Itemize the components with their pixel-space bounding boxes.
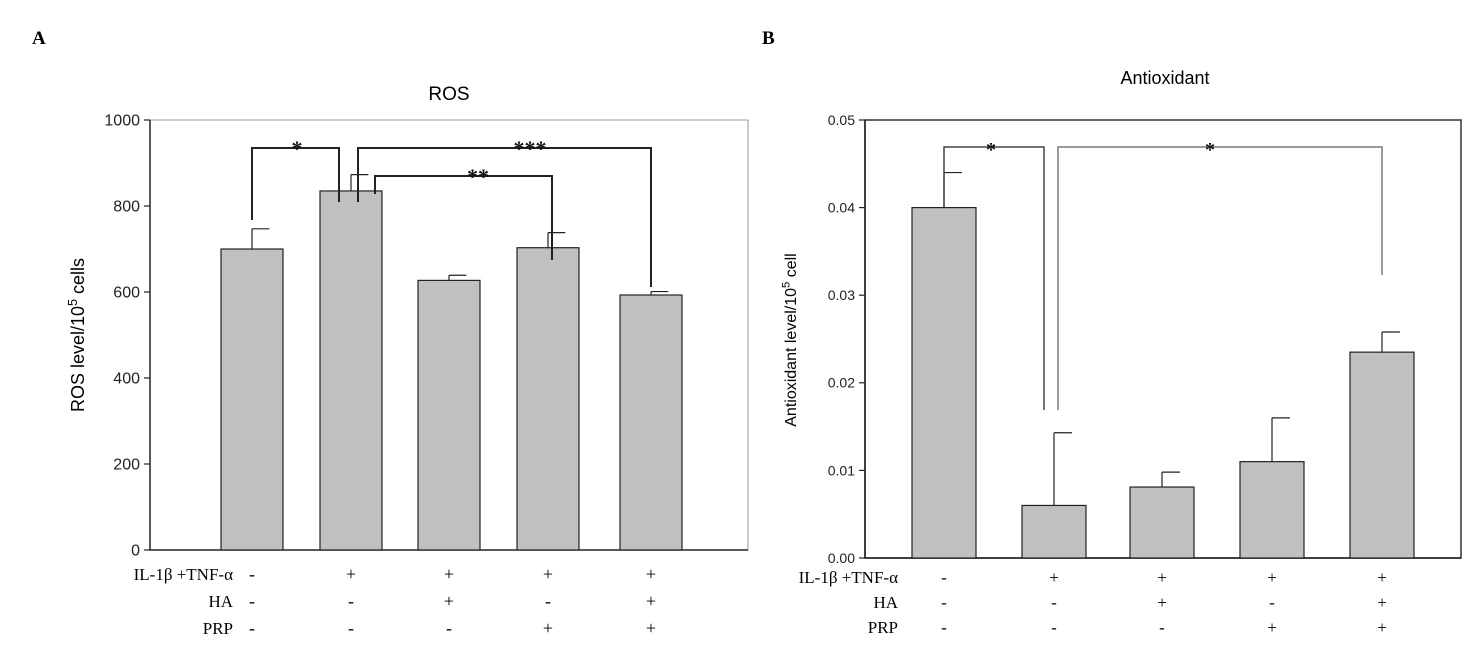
significance-label: ** (467, 164, 489, 189)
significance-bracket (251, 147, 340, 220)
condition-mark: - (348, 618, 354, 638)
significance-label: *** (514, 136, 547, 161)
significance-bracket (357, 147, 652, 287)
y-axis-label-superscript: 5 (781, 282, 793, 288)
y-tick-label: 0.00 (828, 550, 855, 566)
bar (1239, 461, 1305, 559)
condition-mark: + (543, 564, 553, 584)
bar (619, 294, 683, 551)
chart-title: ROS (428, 84, 469, 105)
condition-mark: - (249, 591, 255, 611)
condition-mark: + (1157, 593, 1167, 612)
bar (220, 248, 284, 551)
y-axis-label-main: ROS level/10 (68, 306, 88, 412)
chart-title: Antioxidant (1120, 68, 1209, 88)
condition-mark: - (941, 618, 947, 637)
y-tick-label: 0.03 (828, 287, 855, 303)
antioxidant-chart: 0.00 0.01 0.02 0.03 0.04 0.05 Antioxidant Antio… (781, 68, 1462, 637)
condition-mark: - (249, 564, 255, 584)
y-axis-label-main: Antioxidant level/10 (783, 288, 800, 427)
treatment-row-label: HA (208, 592, 233, 611)
bar (1349, 351, 1415, 559)
condition-mark: - (1269, 593, 1275, 612)
significance-label: * (292, 136, 303, 161)
y-tick-label: 600 (113, 285, 140, 302)
condition-mark: - (348, 591, 354, 611)
y-tick-label: 200 (113, 457, 140, 474)
condition-mark: - (941, 593, 947, 612)
y-tick-label: 0.05 (828, 112, 855, 128)
bar (1129, 486, 1195, 559)
y-tick-label: 0.02 (828, 375, 855, 391)
condition-mark: + (1049, 568, 1059, 587)
y-axis-label: ROS level/105 cells (66, 258, 88, 412)
y-axis-label-unit: cells (68, 258, 88, 299)
bar (417, 279, 481, 551)
panel-b-letter: B (762, 28, 775, 49)
y-tick-label: 800 (113, 199, 140, 216)
y-axis-label-unit: cell (783, 253, 800, 281)
y-tick-label: 0 (131, 543, 140, 560)
condition-mark: - (1159, 618, 1165, 637)
significance-bracket (943, 146, 1045, 410)
condition-mark: - (941, 568, 947, 587)
condition-mark: + (1267, 618, 1277, 637)
condition-mark: + (1267, 568, 1277, 587)
significance-bracket (374, 175, 553, 260)
panel-a-letter: A (32, 28, 46, 49)
condition-mark: + (543, 618, 553, 638)
condition-mark: - (446, 618, 452, 638)
condition-mark: + (646, 564, 656, 584)
condition-mark: + (646, 591, 656, 611)
bar (516, 247, 580, 551)
ros-chart: 0 200 400 600 800 1000 ROS ROS level/105 cells *… (66, 84, 749, 638)
y-axis-label-superscript: 5 (66, 299, 80, 306)
condition-mark: + (646, 618, 656, 638)
condition-mark: + (1377, 618, 1387, 637)
condition-mark: - (1051, 593, 1057, 612)
condition-mark: + (346, 564, 356, 584)
treatment-row-label: HA (873, 593, 898, 612)
significance-label: * (1205, 139, 1215, 161)
treatment-row-label: PRP (868, 618, 898, 637)
y-tick-label: 0.01 (828, 462, 855, 478)
condition-mark: - (1051, 618, 1057, 637)
condition-mark: + (444, 564, 454, 584)
bar (911, 207, 977, 559)
treatment-row-label: PRP (203, 619, 233, 638)
treatment-row-label: IL-1β +TNF-α (799, 568, 898, 587)
condition-mark: + (444, 591, 454, 611)
condition-mark: + (1377, 568, 1387, 587)
condition-mark: + (1377, 593, 1387, 612)
condition-mark: - (545, 591, 551, 611)
condition-mark: + (1157, 568, 1167, 587)
y-tick-label: 0.04 (828, 200, 855, 216)
condition-mark: - (249, 618, 255, 638)
y-tick-label: 400 (113, 371, 140, 388)
treatment-row-label: IL-1β +TNF-α (134, 565, 233, 584)
significance-label: * (986, 139, 996, 161)
significance-bracket (1057, 146, 1383, 410)
y-axis-label: Antioxidant level/105 cell (781, 253, 800, 426)
bar (319, 190, 383, 551)
bar (1021, 504, 1087, 559)
y-tick-label: 1000 (104, 113, 140, 130)
